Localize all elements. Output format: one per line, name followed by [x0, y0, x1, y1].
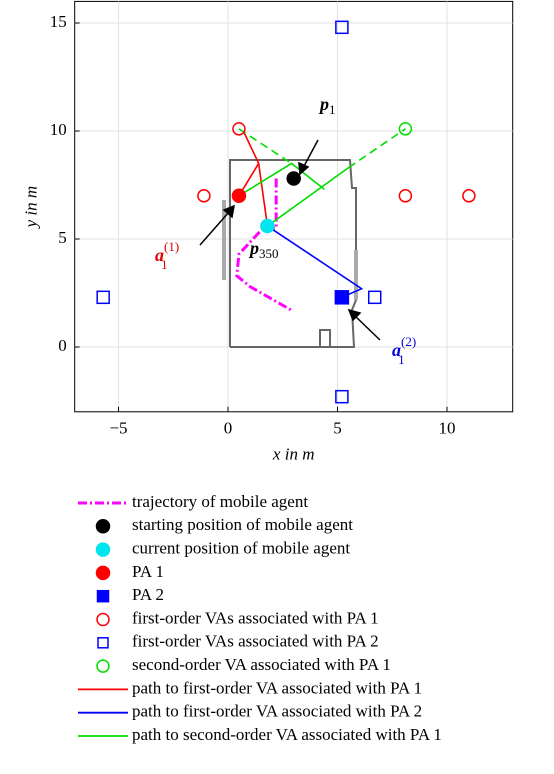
legend-marker [96, 589, 110, 603]
legend-marker [97, 637, 109, 649]
legend-entry: PA 1 [95, 562, 164, 581]
annotation-subscript: 1 [329, 102, 336, 117]
y-tick-label: 5 [58, 228, 67, 247]
annotation-superscript: (2) [401, 334, 416, 349]
legend-label: path to first-order VA associated with P… [132, 702, 422, 721]
annotation-superscript: (1) [164, 239, 179, 254]
annotation-symbol: a [392, 340, 401, 360]
legend-entry: first-order VAs associated with PA 2 [97, 632, 379, 651]
marker [96, 290, 110, 305]
legend-entry: path to first-order VA associated with P… [78, 678, 422, 697]
annotation: p1 [318, 94, 336, 117]
annotation: a(1) 1 [155, 239, 179, 272]
legend-marker [96, 612, 110, 627]
marker [335, 20, 349, 35]
x-axis-label: x in m [272, 445, 315, 464]
legend-entry: path to second-order VA associated with … [78, 725, 442, 744]
annotation-symbol: p [248, 238, 259, 258]
legend-label: first-order VAs associated with PA 1 [132, 608, 379, 627]
legend-label: current position of mobile agent [132, 539, 350, 558]
series-line [266, 225, 364, 299]
legend-entry: starting position of mobile agent [95, 515, 353, 534]
annotation-symbol: a [155, 245, 164, 265]
marker [231, 188, 247, 204]
marker [367, 290, 382, 305]
legend-entry: PA 2 [96, 585, 164, 604]
x-tick-label: −5 [109, 419, 127, 438]
legend-label: path to first-order VA associated with P… [132, 678, 422, 697]
y-axis-label: y in m [22, 186, 41, 230]
series-line [235, 178, 293, 312]
marker [260, 218, 275, 234]
marker [334, 290, 350, 305]
legend-label: PA 1 [132, 562, 164, 581]
y-tick-label: 0 [58, 336, 67, 355]
annotation-subscript: 350 [259, 246, 279, 261]
annotation-subscript: 1 [398, 352, 405, 367]
marker [398, 189, 413, 203]
annotation-arrows [199, 139, 381, 341]
marker [197, 189, 211, 203]
legend-marker [96, 659, 110, 673]
marker [398, 122, 413, 136]
marker [335, 389, 349, 404]
series-line [238, 162, 325, 197]
annotation-symbol: p [318, 94, 329, 114]
x-tick-label: 5 [333, 419, 342, 438]
legend-entry: path to first-order VA associated with P… [78, 702, 422, 721]
y-tick-label: 10 [50, 120, 67, 139]
legend-entry: trajectory of mobile agent [78, 492, 308, 511]
series-line [238, 128, 292, 165]
legend-label: starting position of mobile agent [132, 515, 353, 534]
marker [232, 122, 246, 136]
legend-marker [95, 519, 111, 534]
annotation: p350 [248, 238, 279, 261]
annotation: a(2) 1 [392, 334, 416, 367]
legend-entry: current position of mobile agent [95, 539, 350, 558]
x-tick-label: 10 [439, 419, 456, 438]
marker [286, 171, 301, 186]
legend-label: second-order VA associated with PA 1 [132, 655, 391, 674]
x-tick-label: 0 [224, 419, 233, 438]
marker [462, 189, 476, 203]
legend-label: path to second-order VA associated with … [132, 725, 442, 744]
legend-label: first-order VAs associated with PA 2 [132, 632, 379, 651]
legend-label: trajectory of mobile agent [132, 492, 308, 511]
plot-frame [74, 0, 514, 413]
y-tick-label: 15 [50, 12, 67, 31]
legend-entry: first-order VAs associated with PA 1 [96, 608, 379, 627]
legend-marker [95, 565, 111, 581]
legend-marker [95, 542, 111, 557]
legend-label: PA 2 [132, 585, 164, 604]
legend-entry: second-order VA associated with PA 1 [96, 655, 391, 674]
series-line [347, 128, 406, 169]
series-line [266, 167, 349, 227]
annotation-subscript: 1 [161, 257, 168, 272]
